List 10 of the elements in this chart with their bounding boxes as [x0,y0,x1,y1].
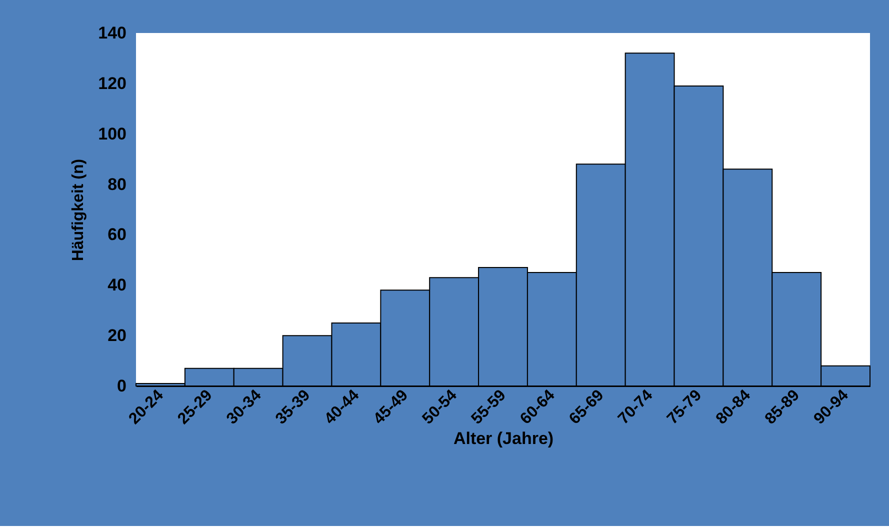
y-tick-label: 100 [98,124,126,144]
y-axis-title: Häufigkeit (n) [70,158,88,262]
y-tick-label: 120 [98,74,126,93]
y-tick-label: 140 [98,24,126,42]
y-tick-label: 80 [108,174,126,194]
y-tick-label: 0 [117,376,126,396]
x-axis-title: Alter (Jahre) [453,429,554,448]
y-tick-label: 20 [108,326,126,346]
y-tick-label: 40 [108,276,126,295]
y-tick-label: 60 [108,225,126,244]
